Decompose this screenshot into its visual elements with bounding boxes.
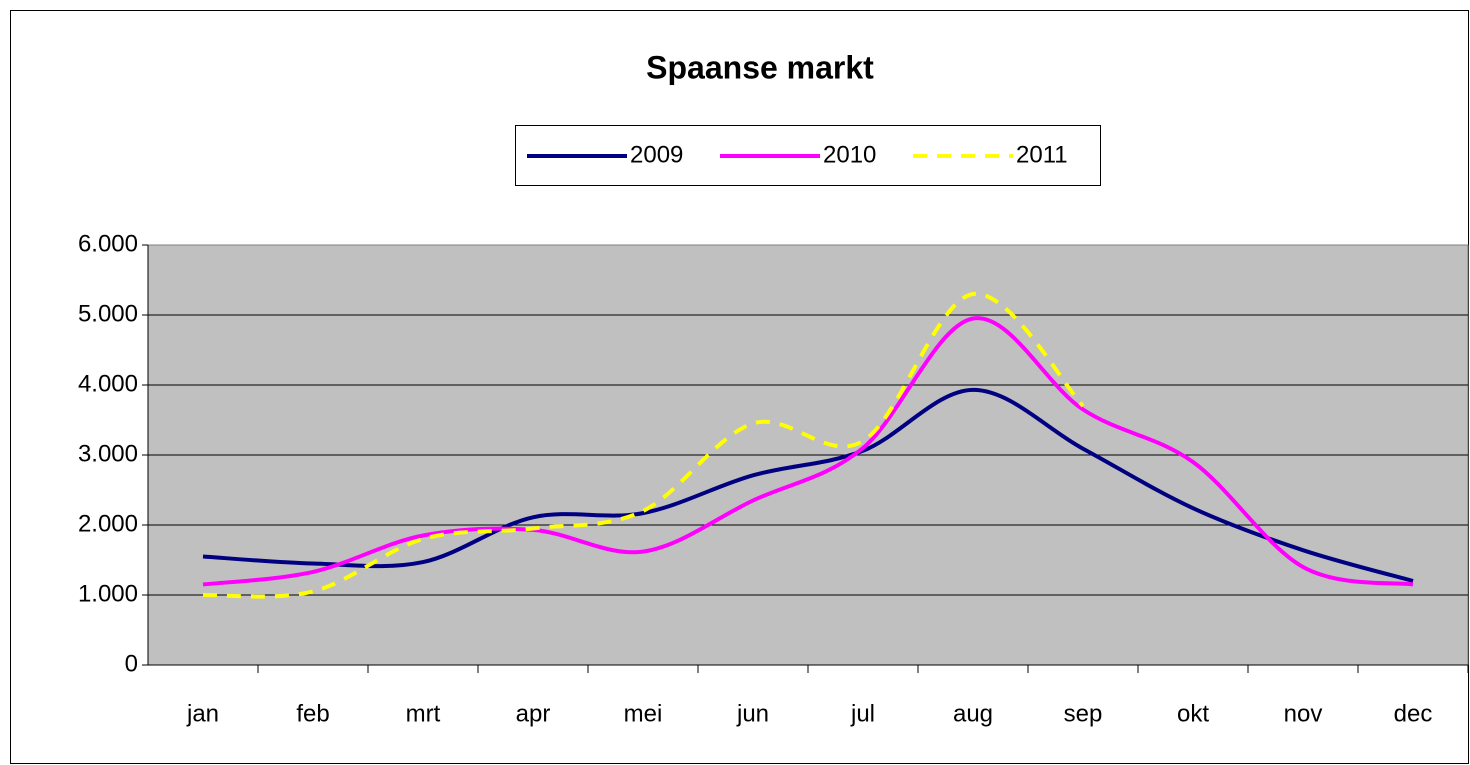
- legend-label: 2011: [1016, 141, 1068, 168]
- x-tick-label: nov: [1284, 700, 1323, 727]
- y-tick-label: 1.000: [78, 580, 138, 607]
- x-tick-label: sep: [1064, 700, 1103, 727]
- x-tick-label: jul: [850, 700, 875, 727]
- x-tick-label: aug: [953, 700, 993, 727]
- x-tick-label: mrt: [406, 700, 441, 727]
- y-tick-label: 2.000: [78, 510, 138, 537]
- x-tick-label: mei: [624, 700, 663, 727]
- x-tick-label: feb: [296, 700, 329, 727]
- y-tick-label: 6.000: [78, 230, 138, 257]
- x-tick-label: okt: [1177, 700, 1209, 727]
- y-tick-label: 5.000: [78, 300, 138, 327]
- x-tick-label: jan: [186, 700, 219, 727]
- y-tick-label: 4.000: [78, 370, 138, 397]
- legend-label: 2009: [630, 141, 683, 168]
- chart-title: Spaanse markt: [646, 49, 874, 85]
- line-series: [202, 291, 1085, 599]
- line-series: [202, 316, 1414, 587]
- y-tick-label: 3.000: [78, 440, 138, 467]
- line-series: [202, 387, 1414, 583]
- x-tick-label: jun: [736, 700, 769, 727]
- y-tick-label: 0: [125, 650, 138, 677]
- x-tick-label: apr: [516, 700, 551, 727]
- legend-label: 2010: [823, 141, 876, 168]
- x-tick-label: dec: [1394, 700, 1433, 727]
